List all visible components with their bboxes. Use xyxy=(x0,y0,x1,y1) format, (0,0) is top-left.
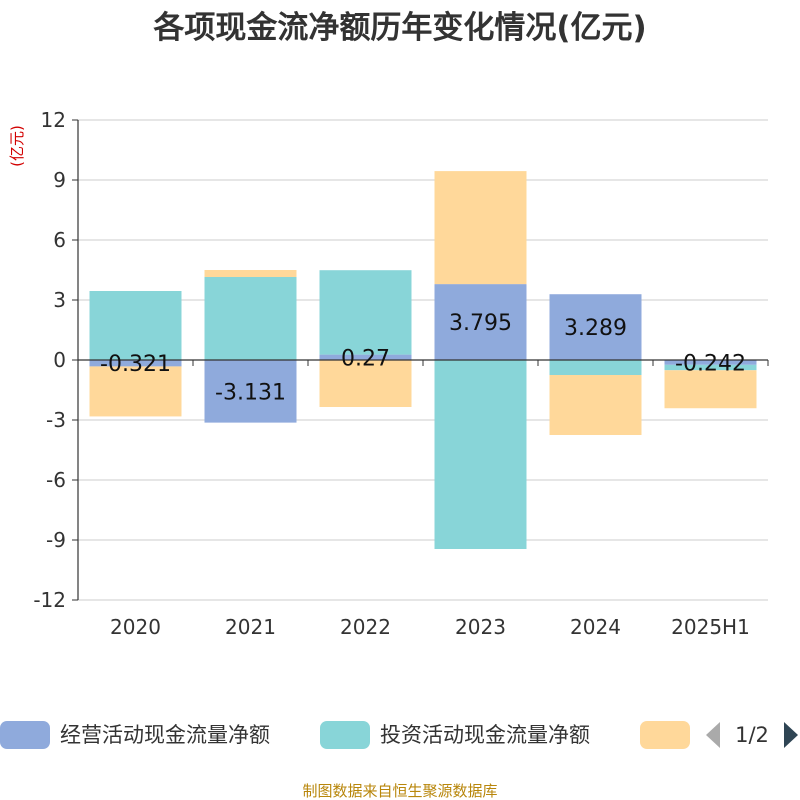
y-tick-label: -12 xyxy=(33,588,66,612)
y-tick-label: -3 xyxy=(46,408,66,432)
x-tick-label: 2023 xyxy=(455,615,506,639)
chart-title: 各项现金流净额历年变化情况(亿元) xyxy=(152,10,646,46)
bar-segment xyxy=(664,370,757,409)
gridlines xyxy=(78,119,768,601)
y-tick-label: 6 xyxy=(53,228,66,252)
legend-label[interactable]: 投资活动现金流量净额 xyxy=(380,723,590,747)
y-tick-label: 3 xyxy=(53,288,66,312)
bar-segment xyxy=(549,375,642,435)
x-tick-label: 2025H1 xyxy=(671,615,750,639)
axes: 12 9 6 3 0 -3 -6 -9 -12 2020 2021 2022 2023 2024 2025H… xyxy=(33,108,769,639)
y-tick-label: 9 xyxy=(53,168,66,192)
legend-pager[interactable]: 1/2 xyxy=(706,722,798,748)
x-tick-label: 2022 xyxy=(340,615,391,639)
bar-segment xyxy=(204,360,297,423)
bar-segment xyxy=(319,354,412,360)
prev-page-icon[interactable] xyxy=(706,722,720,748)
x-tick-label: 2020 xyxy=(110,615,161,639)
y-tick-label: -6 xyxy=(46,468,66,492)
bar-segment xyxy=(89,291,182,360)
y-tick-label: 12 xyxy=(41,108,66,132)
data-label: -0.321 xyxy=(100,352,171,377)
data-labels: -0.321 -3.131 0.27 3.795 3.289 -0.242 xyxy=(100,311,746,405)
x-tick-label: 2024 xyxy=(570,615,621,639)
y-tick-label: -9 xyxy=(46,528,66,552)
bar-segment xyxy=(664,364,757,371)
bar-segment xyxy=(204,270,297,277)
bar-segment xyxy=(319,360,412,407)
legend-swatch[interactable] xyxy=(0,721,50,749)
bar-segment xyxy=(319,270,412,355)
x-tick-label: 2021 xyxy=(225,615,276,639)
bar-segment xyxy=(204,277,297,360)
data-label: 0.27 xyxy=(341,346,390,371)
bar-segment xyxy=(434,284,527,360)
bar-segment xyxy=(549,294,642,360)
data-label: -3.131 xyxy=(215,380,286,405)
data-label: 3.795 xyxy=(449,311,512,336)
y-unit-label: (亿元) xyxy=(8,125,26,167)
data-label: -0.242 xyxy=(675,351,746,376)
legend-page-indicator: 1/2 xyxy=(735,723,769,747)
next-page-icon[interactable] xyxy=(784,722,798,748)
legend-swatch[interactable] xyxy=(320,721,370,749)
data-label: 3.289 xyxy=(564,316,627,341)
bar-segment xyxy=(434,360,527,549)
data-source: 制图数据来自恒生聚源数据库 xyxy=(302,782,497,800)
bar-segment xyxy=(549,360,642,375)
legend-swatch[interactable] xyxy=(640,721,690,749)
legend[interactable]: 经营活动现金流量净额 投资活动现金流量净额 xyxy=(0,721,690,749)
bar-segment xyxy=(434,171,527,285)
y-tick-label: 0 xyxy=(53,348,66,372)
bars xyxy=(89,171,757,549)
bar-segment xyxy=(89,366,182,417)
bar-segment xyxy=(664,360,757,365)
legend-label[interactable]: 经营活动现金流量净额 xyxy=(60,723,270,747)
bar-segment xyxy=(89,360,182,367)
